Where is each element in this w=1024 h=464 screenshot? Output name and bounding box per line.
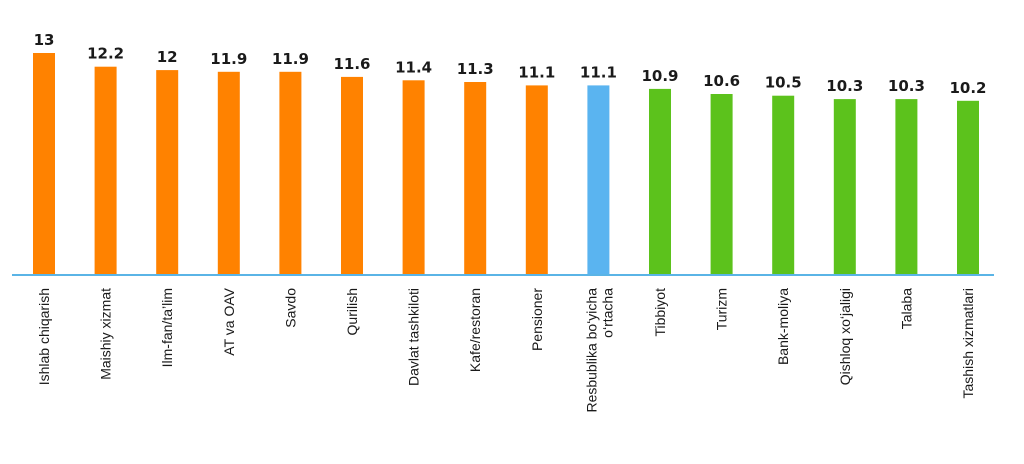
bar [587,85,610,276]
category-label: Maishiy xizmat [98,288,114,380]
value-label: 10.3 [826,77,863,95]
category-label: Kafe/restoran [467,288,483,372]
category-label: Qishloq xo‘jaligi [837,288,853,385]
value-label: 10.5 [765,74,802,92]
category-label: AT va OAV [221,287,237,355]
category-label: Pensioner [529,288,545,351]
category-label: Savdo [282,288,298,328]
bar [649,88,671,276]
category-label: Davlat tashkiloti [406,288,422,386]
value-label: 11.6 [333,55,370,73]
bar [957,100,979,275]
value-label: 11.3 [457,60,494,78]
category-label: Ishlab chiqarish [36,288,52,385]
category-label: Bank-moliya [775,288,791,365]
category-label: Resbublika bo‘yichao‘rtacha [583,288,615,413]
category-label: Talaba [898,288,914,329]
value-label: 10.2 [949,79,986,97]
category-label: Tashish xizmatlari [960,288,976,398]
bar [525,85,548,276]
value-label: 13 [34,31,55,49]
value-label: 12.2 [87,45,124,63]
category-label: Turizm [714,288,730,330]
bar [895,99,918,275]
value-label: 11.9 [272,50,309,68]
value-labels-group: 13 12.2 12 11.9 11.9 11.6 11.4 11.3 11.1 11.1 10.9… [34,31,987,97]
value-label: 10.9 [641,67,678,85]
value-label: 12 [157,48,178,66]
bar [279,71,302,275]
bar [33,53,55,275]
category-label: Qurilish [344,288,360,335]
bar [156,70,179,275]
bar [464,82,487,275]
value-label: 11.1 [518,63,555,81]
bar [772,95,795,275]
bars-group [33,53,979,276]
value-label: 10.3 [888,77,925,95]
category-labels-group: Ishlab chiqarish Maishiy xizmat Ilm-fan/ta… [36,287,976,412]
category-label: Ilm-fan/ta’lim [159,288,175,367]
bar [217,71,240,275]
value-label: 11.4 [395,58,432,76]
bar [833,99,856,275]
bar [94,66,117,275]
bar [341,76,363,276]
category-label: Tibbiyot [652,288,668,337]
bar [402,80,425,275]
value-label: 11.1 [580,63,617,81]
bar [710,94,733,275]
value-label: 10.6 [703,72,740,90]
value-label: 11.9 [210,50,247,68]
